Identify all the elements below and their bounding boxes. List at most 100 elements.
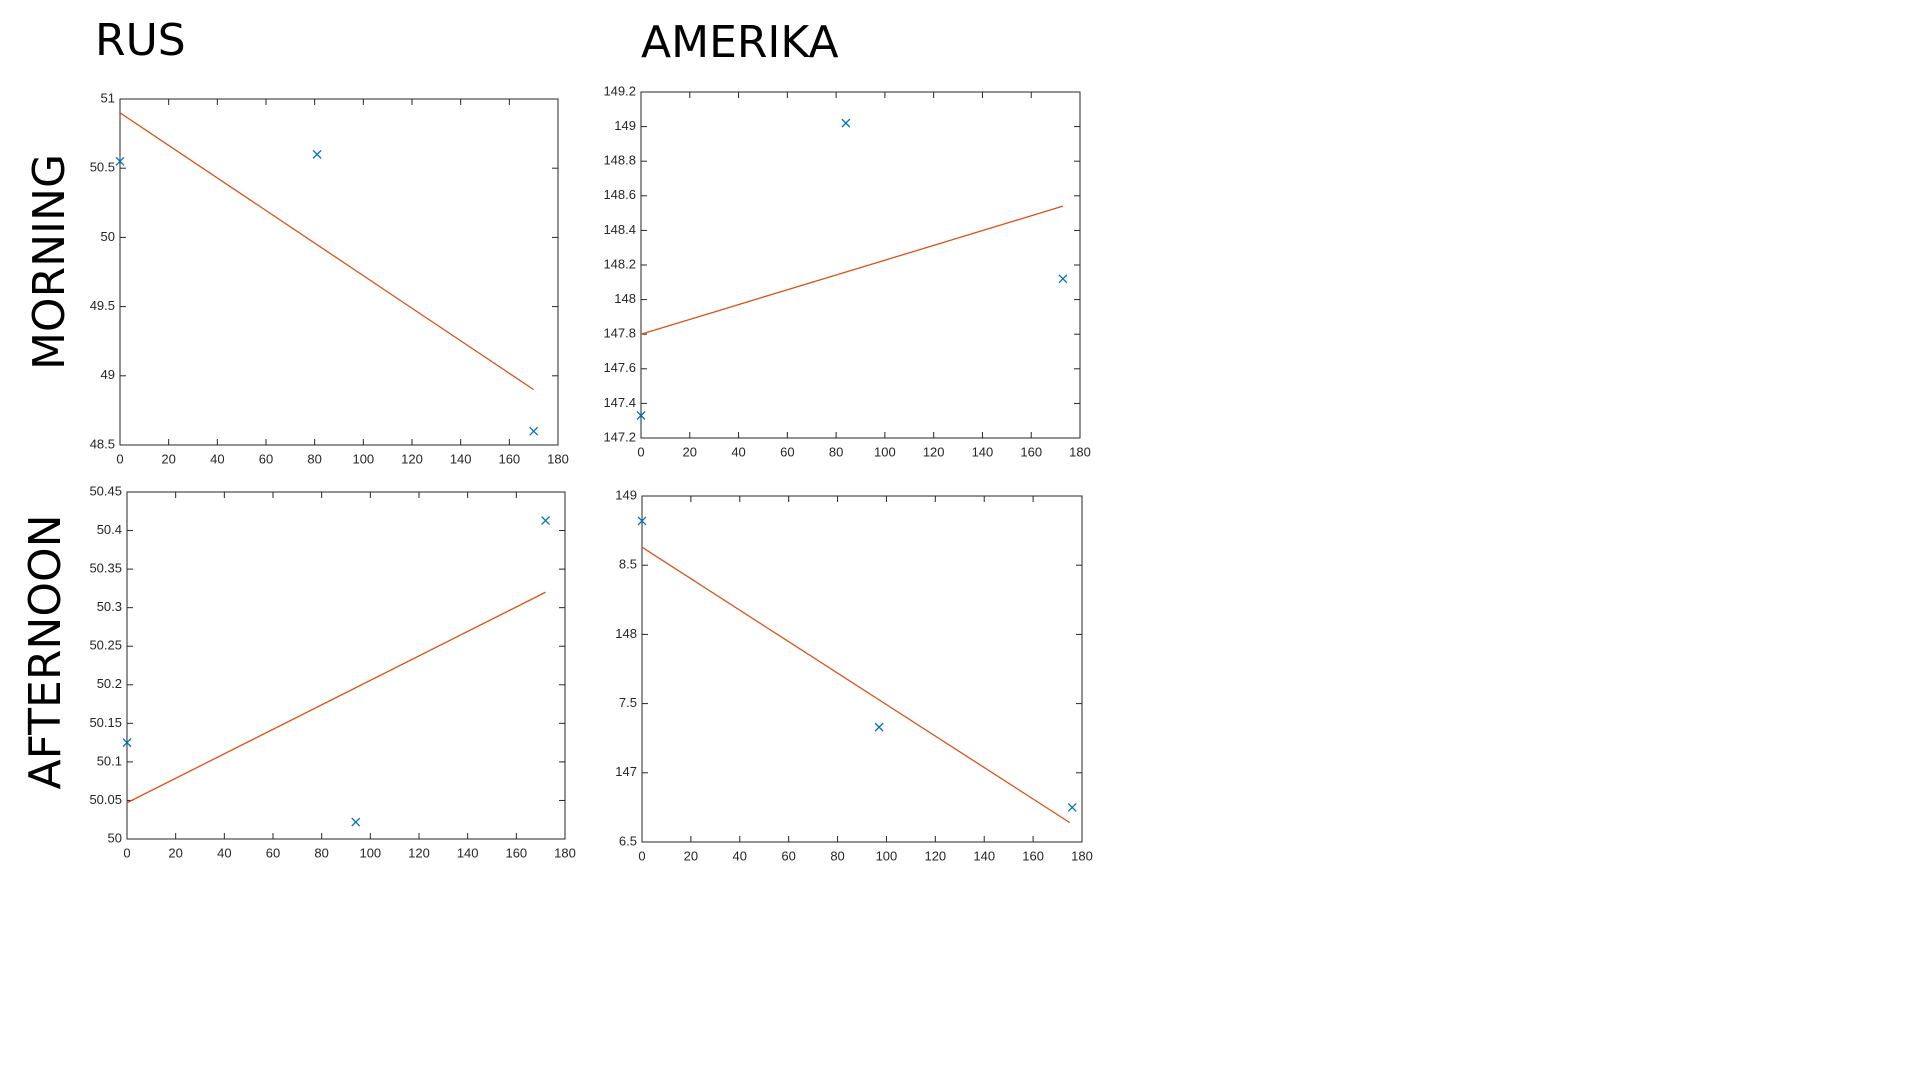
y-tick-label: 147.8 (603, 326, 636, 341)
x-tick-label: 100 (876, 848, 898, 863)
x-tick-label: 140 (973, 848, 995, 863)
data-point (115, 156, 125, 166)
x-tick-label: 60 (781, 848, 795, 863)
y-tick-label: 50.5 (90, 160, 115, 175)
x-tick-label: 120 (923, 444, 945, 459)
x-tick-label: 40 (217, 845, 231, 860)
y-tick-label: 50 (108, 830, 122, 845)
x-tick-label: 60 (780, 444, 794, 459)
row-label: MORNING (24, 154, 75, 370)
x-tick-label: 140 (972, 444, 994, 459)
x-tick-label: 60 (266, 845, 280, 860)
x-tick-label: 80 (829, 444, 843, 459)
y-tick-label: 148.2 (603, 256, 636, 271)
y-tick-label: 50.2 (97, 676, 122, 691)
x-tick-label: 180 (1069, 444, 1091, 459)
y-tick-label: 149 (614, 118, 636, 133)
y-tick-label: 8.5 (619, 557, 637, 572)
x-tick-label: 0 (123, 845, 130, 860)
x-tick-label: 120 (924, 848, 946, 863)
y-tick-label: 6.5 (619, 833, 637, 848)
x-tick-label: 80 (830, 848, 844, 863)
plot-area (640, 91, 1081, 439)
x-tick-label: 100 (352, 451, 374, 466)
x-tick-label: 120 (408, 845, 430, 860)
x-tick-label: 40 (210, 451, 224, 466)
y-tick-label: 48.5 (90, 436, 115, 451)
x-tick-label: 160 (1022, 848, 1044, 863)
data-point (351, 817, 361, 827)
fit-line (119, 112, 535, 391)
y-tick-label: 51 (101, 90, 115, 105)
y-tick-label: 148.4 (603, 222, 636, 237)
plot-area (126, 491, 566, 840)
x-tick-label: 0 (638, 848, 645, 863)
fit-line (641, 546, 1071, 824)
y-tick-label: 7.5 (619, 695, 637, 710)
y-tick-label: 149.2 (603, 83, 636, 98)
fit-line (126, 591, 546, 804)
data-point (122, 738, 132, 748)
data-point (529, 426, 539, 436)
x-tick-label: 20 (168, 845, 182, 860)
x-tick-label: 80 (307, 451, 321, 466)
x-tick-label: 0 (637, 444, 644, 459)
y-tick-label: 50.25 (89, 638, 122, 653)
y-tick-label: 50.45 (89, 483, 122, 498)
x-tick-label: 140 (457, 845, 479, 860)
column-label: AMERIKA (641, 17, 839, 68)
y-tick-label: 50.4 (97, 522, 122, 537)
x-tick-label: 160 (505, 845, 527, 860)
data-point (1067, 802, 1077, 812)
x-tick-label: 0 (116, 451, 123, 466)
x-tick-label: 180 (554, 845, 576, 860)
y-tick-label: 49 (101, 367, 115, 382)
x-tick-label: 80 (314, 845, 328, 860)
data-point (1058, 274, 1068, 284)
x-tick-label: 20 (683, 444, 697, 459)
y-tick-label: 147 (615, 764, 637, 779)
data-point (312, 149, 322, 159)
y-tick-label: 50.1 (97, 753, 122, 768)
data-point (541, 516, 550, 525)
y-tick-label: 147.4 (603, 395, 636, 410)
x-tick-label: 40 (731, 444, 745, 459)
data-point (841, 118, 851, 128)
chart: 147.2 147.4 147.6 147.8 148 148.2 148.4 148.6 14… (603, 83, 1090, 459)
x-tick-label: 20 (161, 451, 175, 466)
plot-area (119, 98, 559, 446)
y-tick-label: 50.35 (89, 561, 122, 576)
chart: 5050.0550.150.1550.250.2550.350.3550.450… (89, 483, 575, 860)
data-point (636, 411, 646, 420)
x-tick-label: 160 (498, 451, 520, 466)
y-tick-label: 148 (615, 626, 637, 641)
x-tick-label: 20 (684, 848, 698, 863)
y-tick-label: 50.3 (97, 599, 122, 614)
x-tick-label: 40 (733, 848, 747, 863)
fit-line (640, 205, 1064, 335)
x-tick-label: 100 (874, 444, 896, 459)
plot-area (641, 495, 1083, 843)
x-tick-label: 180 (547, 451, 569, 466)
x-tick-label: 140 (450, 451, 472, 466)
x-tick-label: 60 (259, 451, 273, 466)
chart: 6.5 147 7.5 148 8.5 149 0 20 40 60 80 100 120 140 160 1… (615, 487, 1093, 863)
column-label: RUS (95, 15, 186, 66)
x-tick-label: 120 (401, 451, 423, 466)
y-tick-label: 147.2 (603, 429, 636, 444)
y-tick-label: 50.15 (89, 715, 122, 730)
y-tick-label: 49.5 (90, 298, 115, 313)
y-tick-label: 50 (101, 229, 115, 244)
x-tick-label: 160 (1020, 444, 1042, 459)
row-label: AFTERNOON (20, 515, 71, 790)
y-tick-label: 148.8 (603, 153, 636, 168)
chart: 48.5 49 49.5 50 50.5 51 0 20 40 60 80 100 120 140 160 1… (90, 90, 569, 466)
y-tick-label: 50.05 (89, 792, 122, 807)
y-tick-label: 149 (615, 487, 637, 502)
x-tick-label: 100 (359, 845, 381, 860)
y-tick-label: 148 (614, 291, 636, 306)
data-point (874, 722, 884, 732)
x-tick-label: 180 (1071, 848, 1093, 863)
y-tick-label: 148.6 (603, 187, 636, 202)
